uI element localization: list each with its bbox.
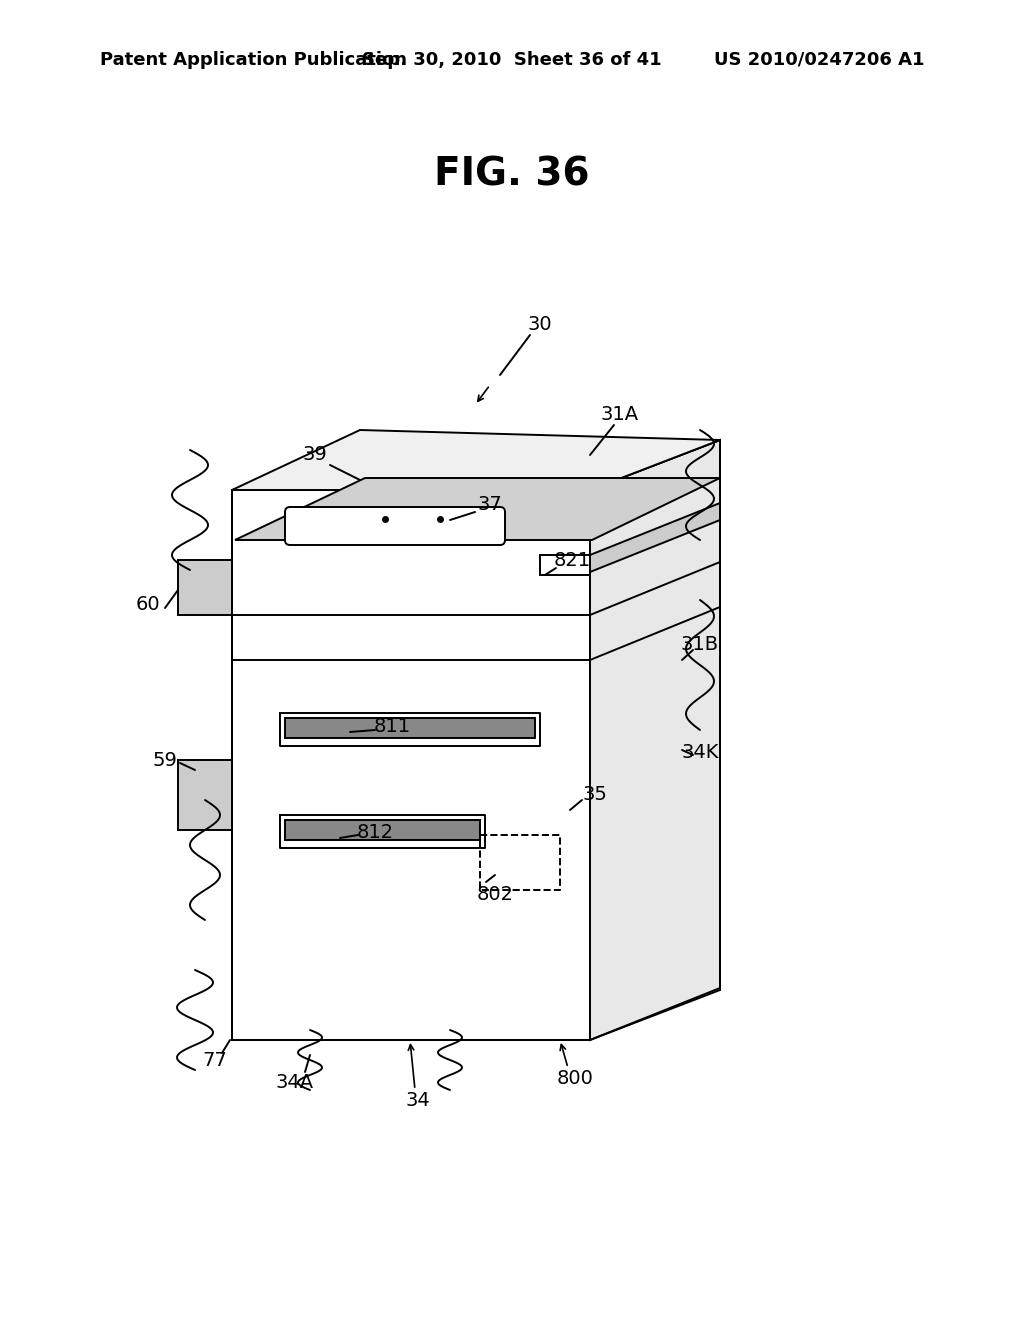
Polygon shape bbox=[285, 820, 480, 840]
Text: 812: 812 bbox=[356, 822, 393, 842]
Text: 59: 59 bbox=[153, 751, 177, 770]
Text: 60: 60 bbox=[136, 595, 161, 615]
Polygon shape bbox=[290, 512, 500, 540]
Polygon shape bbox=[590, 503, 720, 572]
Text: 35: 35 bbox=[583, 785, 607, 804]
Text: 30: 30 bbox=[527, 315, 552, 334]
Text: Sep. 30, 2010  Sheet 36 of 41: Sep. 30, 2010 Sheet 36 of 41 bbox=[362, 51, 662, 69]
Polygon shape bbox=[285, 718, 535, 738]
Text: 39: 39 bbox=[303, 446, 328, 465]
Text: Patent Application Publication: Patent Application Publication bbox=[100, 51, 407, 69]
Polygon shape bbox=[232, 490, 590, 1040]
Polygon shape bbox=[232, 430, 720, 490]
Polygon shape bbox=[590, 440, 720, 1040]
Polygon shape bbox=[540, 554, 590, 576]
Text: 821: 821 bbox=[553, 550, 591, 569]
Text: 37: 37 bbox=[477, 495, 503, 515]
Text: FIG. 36: FIG. 36 bbox=[434, 156, 590, 194]
FancyBboxPatch shape bbox=[285, 507, 505, 545]
Text: 34K: 34K bbox=[681, 742, 719, 762]
Text: 802: 802 bbox=[476, 886, 513, 904]
Text: 31B: 31B bbox=[681, 635, 719, 655]
Text: 77: 77 bbox=[203, 1051, 227, 1069]
Text: 31A: 31A bbox=[601, 405, 639, 425]
Text: 34: 34 bbox=[406, 1090, 430, 1110]
Text: 811: 811 bbox=[374, 718, 411, 737]
Text: 34A: 34A bbox=[275, 1072, 314, 1092]
Text: 800: 800 bbox=[557, 1068, 594, 1088]
Polygon shape bbox=[178, 760, 232, 830]
Polygon shape bbox=[232, 440, 720, 490]
Polygon shape bbox=[178, 560, 232, 615]
Polygon shape bbox=[234, 478, 720, 540]
Text: US 2010/0247206 A1: US 2010/0247206 A1 bbox=[714, 51, 924, 69]
